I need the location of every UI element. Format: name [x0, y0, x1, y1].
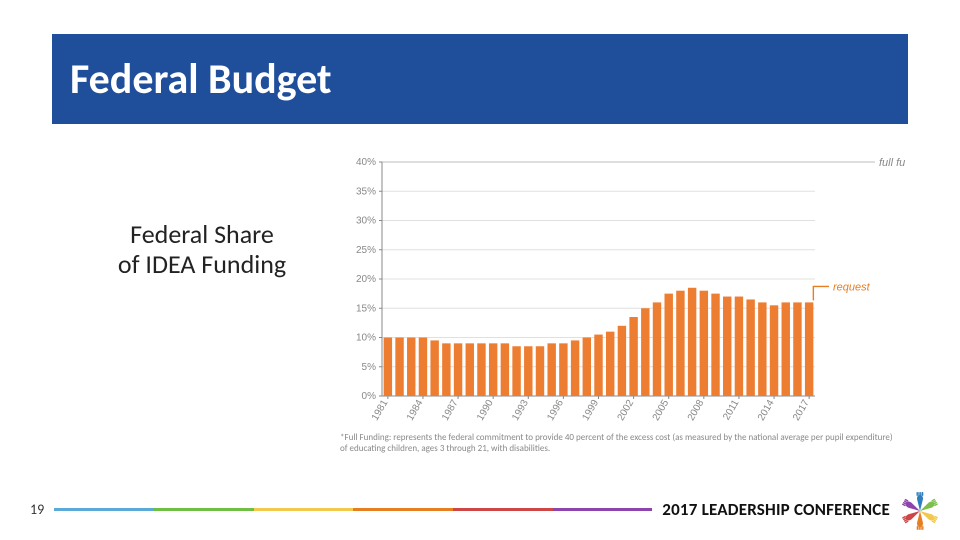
page-number: 19	[30, 501, 44, 518]
chart-svg: 0%5%10%15%20%25%30%35%40%full funding*19…	[340, 150, 905, 430]
svg-text:full funding*: full funding*	[879, 157, 905, 169]
stripe-segment	[54, 508, 154, 511]
rainbow-stripe	[54, 508, 652, 511]
svg-text:10%: 10%	[356, 333, 376, 344]
subtitle-line-2: of IDEA Funding	[118, 248, 286, 280]
svg-text:15%: 15%	[356, 303, 376, 314]
idea-funding-chart: 0%5%10%15%20%25%30%35%40%full funding*19…	[340, 150, 905, 430]
stripe-segment	[453, 508, 553, 511]
subtitle-line-1: Federal Share	[130, 218, 274, 250]
svg-text:40%: 40%	[356, 157, 376, 168]
svg-text:30%: 30%	[356, 216, 376, 227]
svg-text:25%: 25%	[356, 245, 376, 256]
svg-text:0%: 0%	[362, 391, 377, 402]
stripe-segment	[154, 508, 254, 511]
conference-label: 2017 LEADERSHIP CONFERENCE	[662, 499, 890, 520]
svg-text:5%: 5%	[362, 362, 377, 373]
svg-text:request: request	[833, 281, 871, 293]
slide: Federal Budget Federal Share of IDEA Fun…	[0, 0, 960, 540]
chart-subtitle: Federal Share of IDEA Funding	[92, 220, 312, 280]
page-footer: 19 2017 LEADERSHIP CONFERENCE	[0, 496, 960, 522]
stripe-segment	[553, 508, 653, 511]
chart-footnote: *Full Funding: represents the federal co…	[340, 432, 900, 455]
stripe-segment	[254, 508, 354, 511]
svg-text:35%: 35%	[356, 186, 376, 197]
stripe-segment	[353, 508, 453, 511]
hands-logo-icon	[898, 487, 942, 531]
svg-text:20%: 20%	[356, 274, 376, 285]
slide-title: Federal Budget	[70, 54, 332, 105]
title-band: Federal Budget	[52, 34, 908, 124]
